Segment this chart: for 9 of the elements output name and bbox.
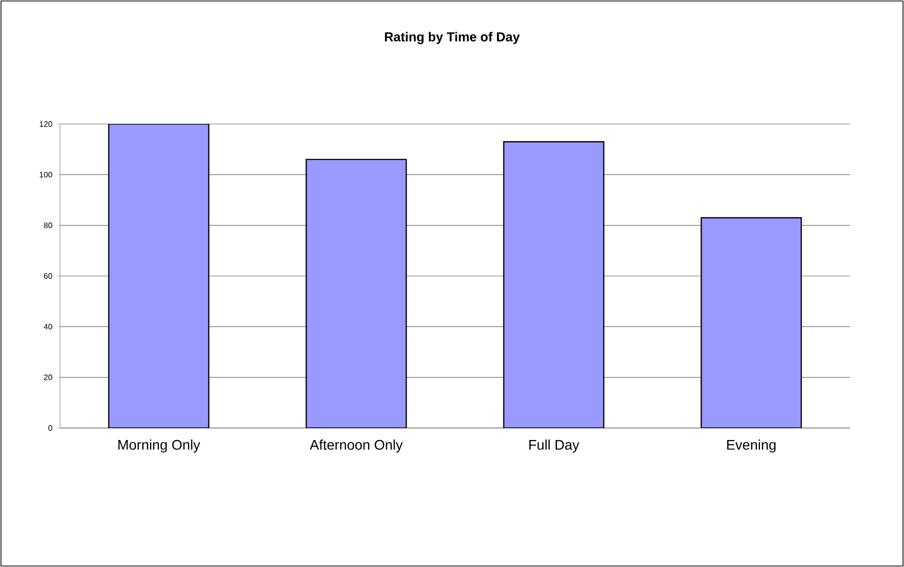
x-tick-label: Afternoon Only [310, 440, 403, 453]
x-tick-label: Evening [727, 440, 776, 453]
bar [108, 124, 210, 428]
x-tick-label: Morning Only [118, 440, 200, 453]
bar [700, 217, 802, 428]
bar [306, 158, 407, 428]
bar [503, 141, 604, 428]
chart-title: Rating by Time of Day [384, 32, 520, 44]
x-tick-label: Full Day [529, 440, 580, 453]
